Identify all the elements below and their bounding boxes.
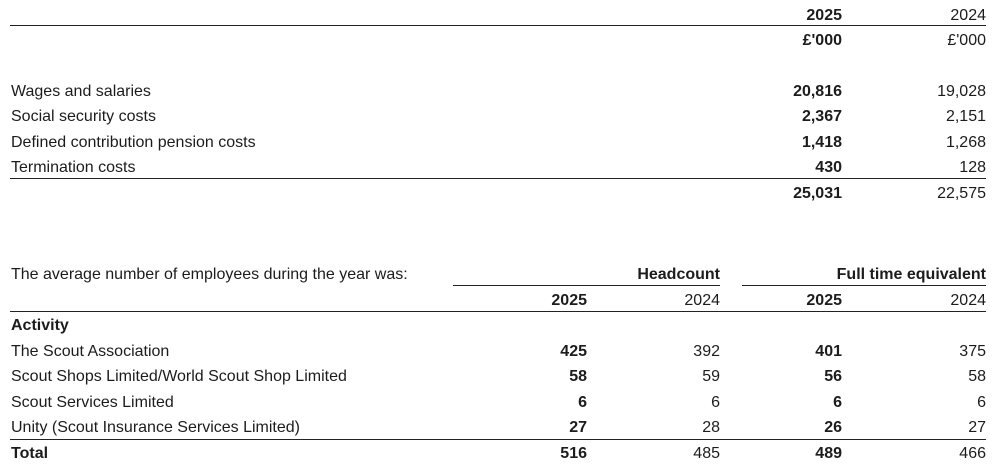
headcount-2024-total: 485 (693, 445, 720, 462)
fte-2024-total: 466 (959, 445, 986, 462)
headcount-2025-header: 2025 (551, 292, 587, 309)
fte-2025-value: 6 (833, 394, 842, 411)
row-label: Unity (Scout Insurance Services Limited) (11, 419, 300, 436)
row-label: The Scout Association (11, 343, 170, 360)
col-2025-header: 2025 (806, 7, 842, 24)
total-2025: 25,031 (793, 185, 842, 202)
headcount-2024-value: 28 (702, 419, 720, 436)
total-2024: 22,575 (937, 185, 986, 202)
row-label: Scout Shops Limited/World Scout Shop Lim… (11, 368, 347, 385)
row-value-2025: 1,418 (801, 134, 842, 151)
table-intro: The average number of employees during t… (11, 266, 408, 283)
fte-2025-total: 489 (815, 445, 842, 462)
headcount-2025-value: 6 (578, 394, 587, 411)
col-2024-unit: £'000 (947, 32, 986, 49)
headcount-2024-header: 2024 (684, 292, 720, 309)
row-label: Termination costs (11, 159, 136, 176)
headcount-2025-total: 516 (560, 445, 587, 462)
fte-2025-value: 56 (824, 368, 842, 385)
headcount-group-rule (453, 285, 720, 286)
section-label: Activity (11, 317, 69, 334)
fte-2025-header: 2025 (806, 292, 842, 309)
fte-2024-header: 2024 (950, 292, 986, 309)
years-rule (10, 311, 986, 312)
header-rule (10, 25, 986, 26)
subtotal-rule (10, 178, 986, 179)
row-label: Wages and salaries (11, 83, 151, 100)
fte-2024-value: 27 (968, 419, 986, 436)
row-value-2024: 2,151 (945, 108, 986, 125)
headcount-2024-value: 6 (711, 394, 720, 411)
row-value-2024: 1,268 (945, 134, 986, 151)
row-value-2025: 20,816 (793, 83, 842, 100)
row-value-2024: 19,028 (937, 83, 986, 100)
col-2025-unit: £'000 (802, 32, 842, 49)
headcount-2025-value: 58 (569, 368, 587, 385)
row-label: Defined contribution pension costs (11, 134, 256, 151)
fte-group-rule (742, 285, 986, 286)
total-rule (10, 439, 986, 440)
row-label: Scout Services Limited (11, 394, 174, 411)
fte-group-header: Full time equivalent (836, 266, 986, 283)
col-2024-header: 2024 (950, 7, 986, 24)
row-value-2025: 430 (815, 159, 842, 176)
fte-2025-value: 401 (815, 343, 842, 360)
fte-2024-value: 6 (977, 394, 986, 411)
fte-2024-value: 375 (959, 343, 986, 360)
headcount-2024-value: 392 (693, 343, 720, 360)
fte-2025-value: 26 (824, 419, 842, 436)
headcount-2025-value: 425 (560, 343, 587, 360)
headcount-2024-value: 59 (702, 368, 720, 385)
headcount-group-header: Headcount (637, 266, 720, 283)
row-value-2024: 128 (959, 159, 986, 176)
headcount-2025-value: 27 (569, 419, 587, 436)
fte-2024-value: 58 (968, 368, 986, 385)
total-label: Total (11, 445, 49, 462)
row-value-2025: 2,367 (801, 108, 842, 125)
row-label: Social security costs (11, 108, 156, 125)
